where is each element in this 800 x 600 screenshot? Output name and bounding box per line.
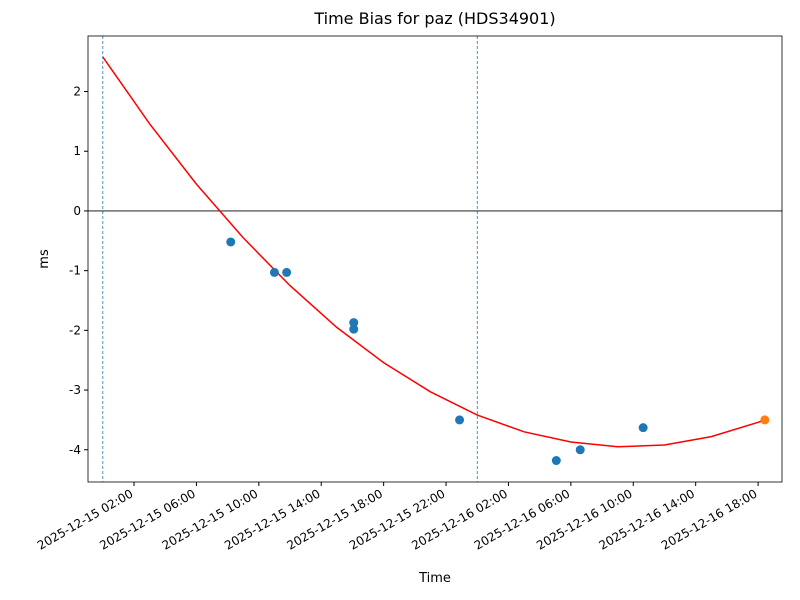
y-tick-label: 2 xyxy=(73,85,81,99)
chart-title: Time Bias for paz (HDS34901) xyxy=(313,9,555,28)
data-point xyxy=(638,423,648,433)
fit-curve xyxy=(102,56,766,448)
y-tick-label: -3 xyxy=(69,383,81,397)
y-tick-label: -1 xyxy=(69,264,81,278)
data-point xyxy=(551,456,561,466)
data-point xyxy=(226,237,236,247)
plot-frame xyxy=(87,35,783,483)
y-tick-label: -4 xyxy=(69,443,81,457)
data-point xyxy=(282,267,292,277)
data-point xyxy=(269,267,279,277)
y-tick-label: 0 xyxy=(73,204,81,218)
data-point xyxy=(349,318,359,328)
data-point xyxy=(760,415,770,425)
y-tick-label: -2 xyxy=(69,323,81,337)
y-tick-label: 1 xyxy=(73,144,81,158)
x-axis-label: Time xyxy=(418,571,451,586)
data-point xyxy=(455,415,465,425)
y-axis-label: ms xyxy=(37,249,52,269)
data-point xyxy=(575,445,585,455)
data-point xyxy=(349,324,359,334)
